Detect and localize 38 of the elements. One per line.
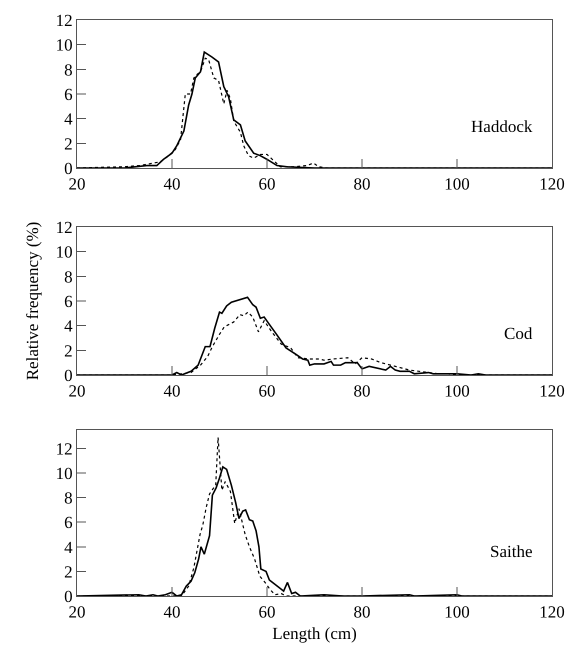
y-tick-label: 10 [56, 464, 73, 483]
y-tick-label: 12 [56, 218, 73, 237]
y-tick-label: 10 [56, 36, 73, 55]
y-tick-label: 12 [56, 10, 73, 30]
x-tick-label: 120 [539, 381, 565, 400]
y-axis-title: Relative frequency (%) [23, 222, 42, 380]
y-tick-label: 4 [64, 538, 74, 557]
x-tick-label: 80 [354, 381, 370, 400]
x-tick-label: 60 [258, 381, 276, 400]
y-tick-label: 8 [64, 267, 73, 286]
x-tick-label: 100 [444, 174, 470, 194]
x-tick-label: 60 [258, 602, 276, 622]
x-tick-label: 120 [539, 602, 565, 622]
y-tick-label: 2 [64, 562, 73, 582]
y-tick-label: 6 [64, 292, 73, 311]
y-tick-label: 12 [56, 439, 73, 458]
x-tick-label: 120 [539, 174, 565, 194]
x-tick-label: 100 [444, 602, 470, 622]
x-tick-label: 60 [258, 174, 276, 194]
annotation: Saithe [490, 542, 532, 561]
y-tick-label: 2 [64, 134, 73, 154]
y-tick-label: 4 [64, 110, 74, 129]
annotation: Cod [504, 324, 533, 343]
x-tick-label: 100 [444, 381, 470, 400]
y-tick-label: 6 [64, 513, 73, 532]
y-tick-label: 4 [64, 316, 74, 336]
x-tick-label: 40 [164, 602, 180, 622]
y-tick-label: 8 [64, 60, 73, 80]
y-tick-label: 2 [64, 341, 73, 360]
x-tick-label: 80 [354, 602, 370, 622]
x-tick-label: 80 [354, 174, 370, 194]
annotation: Haddock [471, 117, 533, 136]
x-axis-title: Length (cm) [272, 624, 357, 643]
y-tick-label: 8 [64, 488, 73, 508]
y-tick-label: 6 [64, 84, 73, 104]
x-tick-label: 40 [164, 174, 180, 194]
x-tick-label: 40 [164, 381, 180, 400]
y-tick-label: 10 [56, 242, 73, 262]
